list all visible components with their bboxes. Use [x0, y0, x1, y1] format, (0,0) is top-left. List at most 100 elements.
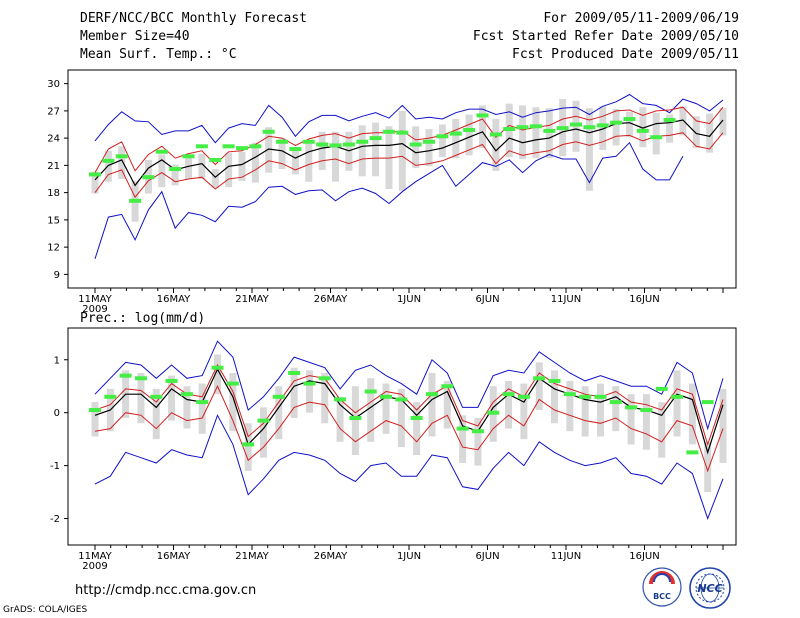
- spread-box: [413, 402, 421, 456]
- spread-box: [291, 149, 299, 175]
- spread-box: [91, 171, 99, 194]
- forecast-mark: [517, 394, 530, 399]
- y-tick-label: 15: [47, 215, 60, 226]
- spread-box: [532, 107, 540, 159]
- x-tick-label: 1JUN: [397, 294, 421, 305]
- forecast-mark: [563, 392, 576, 397]
- forecast-mark: [625, 405, 638, 410]
- forecast-mark: [487, 410, 500, 415]
- spread-box: [478, 105, 486, 149]
- forecast-mark: [423, 139, 436, 144]
- y-tick-label: 18: [47, 188, 60, 199]
- spread-box: [251, 142, 259, 183]
- x-tick-label: 11MAY: [78, 294, 112, 305]
- x-tick-label: 6JUN: [475, 294, 499, 305]
- forecast-mark: [396, 130, 409, 135]
- spread-box: [397, 388, 405, 448]
- x-tick-label: 11JUN: [551, 294, 581, 305]
- forecast-mark: [329, 143, 342, 148]
- forecast-mark: [570, 122, 583, 127]
- forecast-mark: [222, 144, 235, 149]
- forecast-mark: [671, 394, 684, 399]
- bcc-logo-text: BCC: [653, 592, 671, 601]
- bcc-logo: BCC: [642, 567, 682, 607]
- x-tick-label: 21MAY: [235, 294, 269, 305]
- spread-box: [336, 396, 344, 442]
- forecast-mark: [195, 144, 208, 149]
- forecast-mark: [235, 146, 248, 151]
- spread-box: [332, 131, 340, 182]
- forecast-mark: [548, 378, 561, 383]
- spread-box: [372, 122, 380, 177]
- spread-box: [612, 109, 620, 146]
- spread-box: [158, 154, 166, 188]
- spread-box: [719, 108, 727, 136]
- spread-box: [398, 110, 406, 191]
- spread-box: [382, 383, 390, 434]
- y-tick-label: 30: [47, 79, 60, 90]
- spread-upper-line: [94, 363, 724, 447]
- forecast-mark: [242, 442, 255, 447]
- spread-box: [452, 119, 460, 159]
- x-tick-label: 16MAY: [157, 551, 191, 562]
- maximum-line: [94, 93, 724, 144]
- spread-lower-line: [94, 132, 724, 199]
- forecast-mark: [583, 125, 596, 130]
- forecast-mark: [302, 139, 315, 144]
- spread-box: [443, 380, 451, 429]
- forecast-mark: [701, 400, 714, 405]
- spread-box: [318, 131, 326, 170]
- spread-box: [244, 423, 252, 471]
- spread-box: [171, 164, 179, 186]
- spread-box: [351, 386, 359, 456]
- spread-box: [585, 108, 593, 191]
- forecast-mark: [129, 198, 142, 203]
- forecast-mark: [529, 124, 542, 129]
- forecast-mark: [409, 142, 422, 147]
- forecast-mark: [449, 131, 462, 136]
- y-tick-label: 0: [54, 408, 60, 419]
- spread-box: [474, 417, 482, 466]
- x-year-label: 2009: [82, 304, 107, 315]
- spread-box: [581, 386, 589, 437]
- produced-date: Fcst Produced Date 2009/05/11: [512, 47, 739, 62]
- forecast-mark: [556, 126, 569, 131]
- forecast-mark: [655, 386, 668, 391]
- spread-box: [305, 141, 313, 182]
- spread-box: [673, 370, 681, 437]
- forecast-mark: [334, 397, 347, 402]
- forecast-mark: [610, 120, 623, 125]
- temperature-panel: 9 12 15 18 21 24 27 30 11MAY 16MAY 21MAY 26MAY 1JUN 6…: [47, 69, 737, 315]
- spread-upper-line: [94, 106, 724, 173]
- spread-box: [704, 441, 712, 493]
- forecast-mark: [516, 125, 529, 130]
- forecast-mark: [489, 132, 502, 137]
- spread-box: [599, 106, 607, 150]
- spread-box: [225, 152, 233, 188]
- y-tick-label: 24: [47, 134, 60, 145]
- forecast-mark: [543, 128, 556, 133]
- forecast-mark: [196, 400, 209, 405]
- spread-box: [627, 394, 635, 445]
- x-tick-label: 11MAY: [78, 551, 112, 562]
- spread-box: [566, 380, 574, 432]
- forecast-mark: [471, 429, 484, 434]
- source-url[interactable]: http://cmdp.ncc.cma.gov.cn: [75, 583, 257, 598]
- y-tick-label: 9: [54, 270, 60, 281]
- spread-box: [551, 370, 559, 424]
- forecast-mark: [650, 135, 663, 140]
- spread-box: [198, 383, 206, 434]
- spread-box: [639, 107, 647, 148]
- minimum-line: [94, 414, 724, 520]
- forecast-mark: [436, 134, 449, 139]
- forecast-mark: [369, 136, 382, 141]
- x-tick-label: 26MAY: [314, 551, 348, 562]
- spread-box: [229, 372, 237, 432]
- x-tick-label: 21MAY: [235, 551, 269, 562]
- plot-frame: [67, 69, 737, 289]
- y-tick-label: 21: [47, 161, 60, 172]
- spread-box: [265, 127, 273, 173]
- spread-box: [545, 108, 553, 159]
- x-tick-label: 1JUN: [397, 551, 421, 562]
